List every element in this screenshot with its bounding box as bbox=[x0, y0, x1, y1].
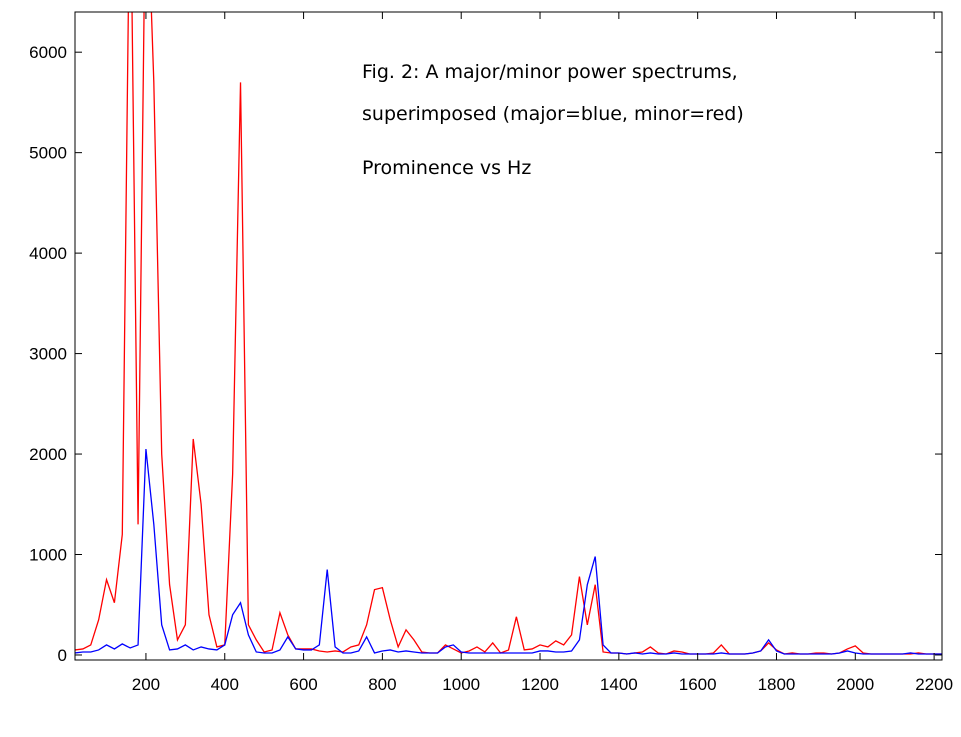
x-tick-label: 2200 bbox=[915, 675, 953, 694]
x-tick-label: 2000 bbox=[836, 675, 874, 694]
x-tick-label: 600 bbox=[289, 675, 317, 694]
x-tick-label: 1000 bbox=[442, 675, 480, 694]
x-tick-label: 800 bbox=[368, 675, 396, 694]
x-tick-label: 1400 bbox=[600, 675, 638, 694]
annotation: Prominence vs Hz bbox=[362, 157, 531, 179]
x-tick-label: 1200 bbox=[521, 675, 559, 694]
x-tick-label: 1800 bbox=[758, 675, 796, 694]
y-tick-label: 6000 bbox=[29, 43, 67, 62]
data-line bbox=[75, 448, 942, 655]
y-tick-label: 2000 bbox=[29, 445, 67, 464]
y-tick-label: 5000 bbox=[29, 144, 67, 163]
y-tick-label: 3000 bbox=[29, 345, 67, 364]
plot-frame bbox=[74, 11, 943, 661]
y-tick-label: 4000 bbox=[29, 244, 67, 263]
x-tick-label: 400 bbox=[211, 675, 239, 694]
x-tick-label: 200 bbox=[132, 675, 160, 694]
y-tick-label: 1000 bbox=[29, 546, 67, 565]
annotation: Fig. 2: A major/minor power spectrums, bbox=[362, 61, 738, 83]
y-tick-label: 0 bbox=[58, 646, 67, 665]
annotation: superimposed (major=blue, minor=red) bbox=[362, 103, 744, 125]
x-tick-label: 1600 bbox=[679, 675, 717, 694]
